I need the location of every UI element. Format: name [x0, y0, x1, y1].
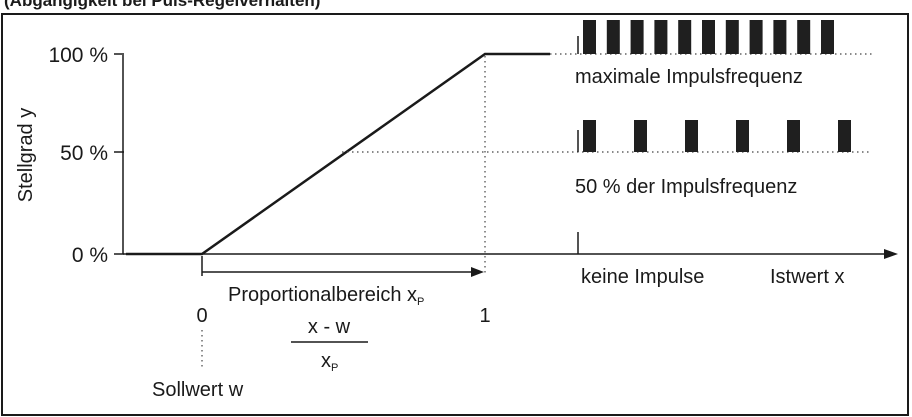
x-tick-label-0: 0 [196, 305, 207, 327]
prop-band-label: Proportionalbereich xP [228, 284, 424, 308]
pulse-max-bar-9 [773, 20, 787, 54]
header-fragment: (Abgängigkeit bei Puls-Regelverhalten) [4, 0, 320, 10]
pulse-max-bar-6 [702, 20, 715, 54]
pulse-half-bar-3 [685, 120, 698, 152]
y-tick-label-100: 100 % [48, 44, 108, 67]
x-tick-label-1: 1 [479, 305, 490, 327]
pulse-max-bar-2 [606, 20, 620, 54]
pulse-label-half: 50 % der Impulsfrequenz [575, 176, 797, 198]
prop-band-label-main: Proportionalbereich x [228, 284, 417, 306]
pulse-max-bar-11 [821, 20, 834, 54]
prop-band-label-sub: P [417, 296, 424, 308]
pulse-label-none: keine Impulse [581, 266, 704, 288]
y-tick-label-50: 50 % [60, 142, 108, 165]
pulse-max-bar-5 [678, 20, 692, 54]
formula-denominator: xP [321, 350, 338, 374]
pulse-half-bar-6 [838, 120, 851, 152]
pulse-train-half [577, 120, 851, 152]
y-axis-label: Stellgrad y [15, 108, 37, 203]
pulse-max-bar-7 [725, 20, 739, 54]
formula-denominator-main: x [321, 350, 331, 372]
pulse-half-bar-2 [634, 120, 647, 152]
y-tick-label-0: 0 % [72, 244, 108, 267]
pulse-max-bar-8 [749, 20, 763, 54]
pulse-max-bar-10 [797, 20, 811, 54]
formula-denominator-sub: P [331, 362, 338, 374]
characteristic-curve [126, 52, 550, 256]
setpoint-label: Sollwert w [152, 379, 244, 401]
pulse-half-bar-1 [583, 120, 596, 152]
pulse-label-max: maximale Impulsfrequenz [575, 66, 803, 88]
x-axis-label: Istwert x [770, 266, 844, 288]
pulse-max-bar-3 [630, 20, 644, 54]
pulse-max-bar-4 [654, 20, 668, 54]
pulse-half-bar-5 [787, 120, 800, 152]
formula-numerator: x - w [308, 316, 351, 338]
pulse-max-bar-1 [583, 20, 596, 54]
prop-band-arrow-icon [471, 267, 484, 277]
pulse-half-bar-4 [736, 120, 749, 152]
pulse-train-max [577, 20, 834, 54]
x-axis-arrow-icon [884, 249, 898, 259]
diagram-frame [1, 13, 909, 416]
